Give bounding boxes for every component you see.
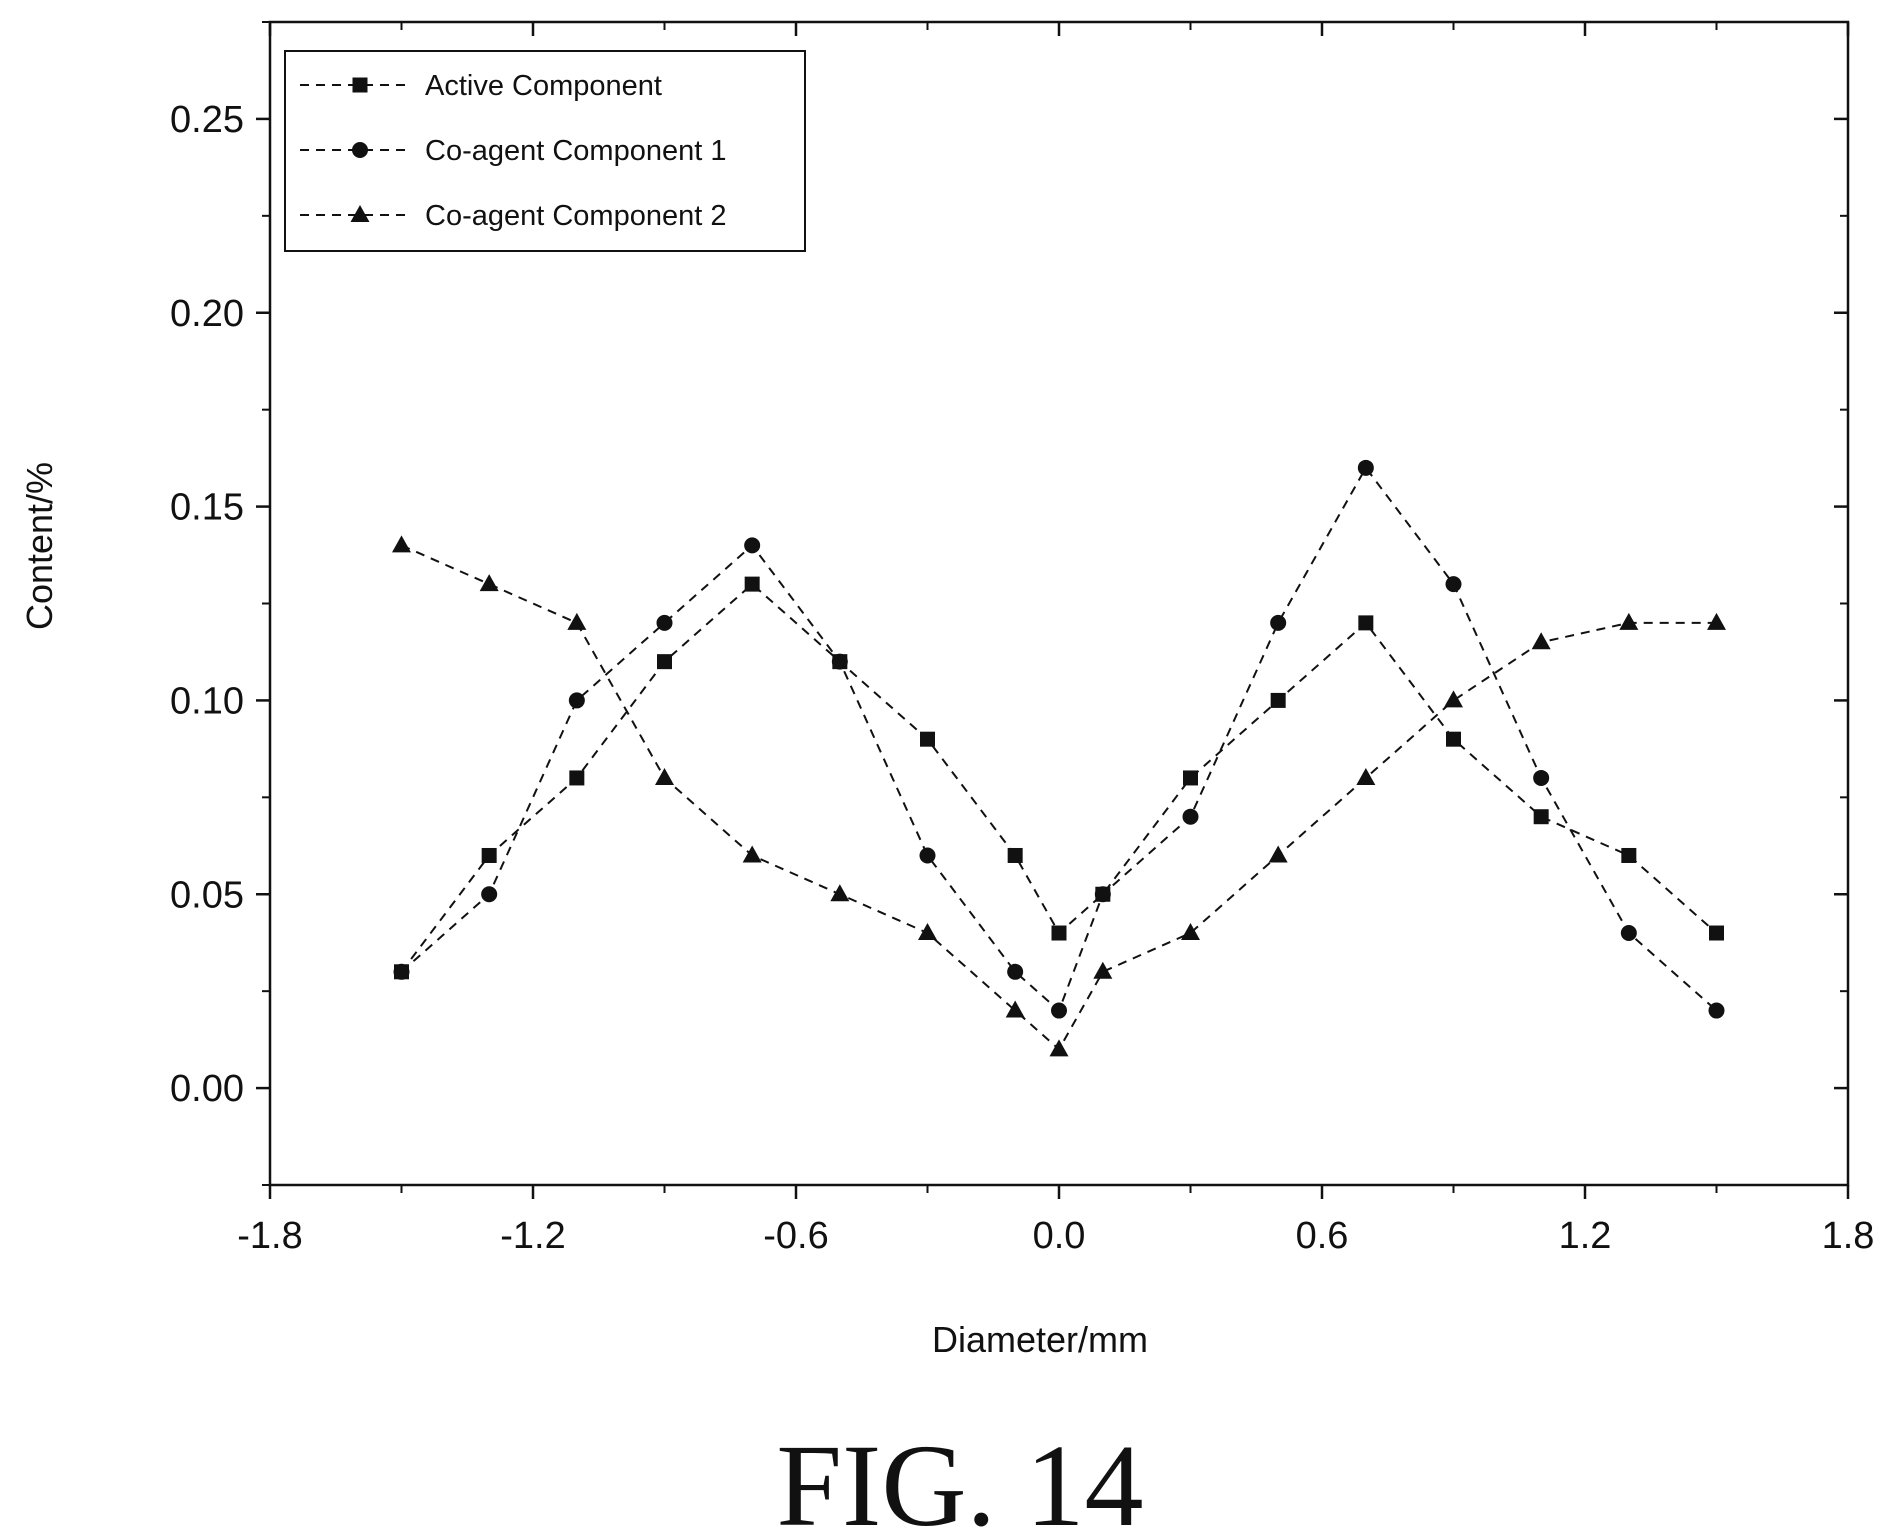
data-point: [567, 612, 587, 630]
data-point: [1270, 692, 1286, 708]
data-point: [481, 847, 497, 863]
data-point: [918, 923, 937, 941]
x-tick-label: 1.8: [1822, 1215, 1875, 1257]
data-point: [392, 535, 411, 553]
data-point: [481, 886, 498, 903]
data-point: [1358, 615, 1374, 631]
y-tick-label: 0.10: [170, 680, 244, 722]
y-tick-label: 0.15: [170, 487, 244, 529]
legend-label: Co-agent Component 2: [425, 200, 726, 232]
legend-item: Active Component: [300, 70, 662, 102]
figure-caption: FIG. 14: [776, 1420, 1143, 1538]
data-point: [1183, 770, 1198, 786]
legend-marker: [352, 77, 368, 93]
data-point: [1051, 925, 1067, 941]
data-point: [744, 576, 760, 592]
x-tick-label: 0.6: [1296, 1215, 1349, 1257]
x-tick-label: 1.2: [1559, 1215, 1612, 1257]
legend-marker: [350, 205, 370, 222]
data-point: [479, 574, 499, 592]
x-axis-title: Diameter/mm: [932, 1319, 1148, 1360]
data-point: [830, 884, 850, 902]
series-3: [392, 535, 1726, 1057]
data-point: [1444, 690, 1463, 708]
series-1: [394, 576, 1724, 980]
data-point: [656, 614, 673, 631]
data-point: [1005, 1000, 1025, 1018]
legend-label: Co-agent Component 1: [425, 135, 726, 167]
data-point: [1707, 612, 1726, 630]
data-point: [919, 847, 936, 864]
data-point: [1049, 1039, 1069, 1057]
legend-marker: [352, 142, 368, 158]
data-point: [1007, 963, 1024, 980]
series-2: [393, 459, 1725, 1019]
data-point: [1620, 925, 1637, 942]
data-point: [744, 537, 761, 554]
data-point: [655, 767, 674, 785]
data-point: [1357, 459, 1374, 476]
data-point: [1619, 612, 1639, 630]
series-line: [400, 582, 1718, 973]
data-point: [1533, 769, 1550, 786]
data-point: [1182, 808, 1199, 825]
data-point: [1445, 576, 1462, 593]
x-tick-label: -0.6: [763, 1215, 828, 1257]
x-tick-label: -1.8: [237, 1215, 302, 1257]
data-point: [1093, 961, 1113, 979]
x-tick-labels: -1.8 -1.2 -0.6 0.0 0.6 1.2 1.8: [237, 1215, 1874, 1257]
data-point: [742, 845, 762, 863]
axis-ticks: [256, 21, 1850, 1199]
y-tick-label: 0.05: [170, 874, 244, 916]
y-tick-label: 0.00: [170, 1068, 244, 1110]
y-tick-label: 0.25: [170, 99, 244, 141]
data-point: [1051, 1002, 1067, 1019]
data-point: [393, 963, 410, 980]
data-point: [1094, 886, 1111, 903]
y-axis-title: Content/%: [19, 462, 60, 630]
data-point: [1533, 809, 1549, 825]
data-point: [569, 770, 585, 786]
legend-item: Co-agent Component 2: [300, 200, 726, 232]
data-point: [568, 692, 585, 709]
data-point: [1709, 925, 1724, 941]
data-point: [1708, 1002, 1725, 1019]
y-tick-label: 0.20: [170, 293, 244, 335]
data-point: [1531, 632, 1551, 650]
legend-label: Active Component: [425, 70, 662, 102]
data-point: [831, 653, 848, 670]
data-point: [1621, 847, 1637, 863]
series-layer: [392, 459, 1726, 1057]
x-tick-label: 0.0: [1033, 1215, 1086, 1257]
data-point: [1270, 614, 1287, 631]
legend-item: Co-agent Component 1: [300, 135, 726, 167]
data-point: [1007, 847, 1023, 863]
data-point: [1446, 731, 1461, 747]
x-tick-label: -1.2: [500, 1215, 565, 1257]
legend: Active Component Co-agent Component 1 Co-a…: [284, 50, 806, 252]
legend-items: Active Component Co-agent Component 1 Co-a…: [300, 70, 726, 232]
data-point: [657, 654, 672, 670]
data-point: [1181, 923, 1200, 941]
data-point: [1356, 767, 1376, 785]
y-tick-labels: 0.00 0.05 0.10 0.15 0.20 0.25: [170, 99, 244, 1110]
data-point: [920, 731, 935, 747]
data-point: [1268, 845, 1288, 863]
